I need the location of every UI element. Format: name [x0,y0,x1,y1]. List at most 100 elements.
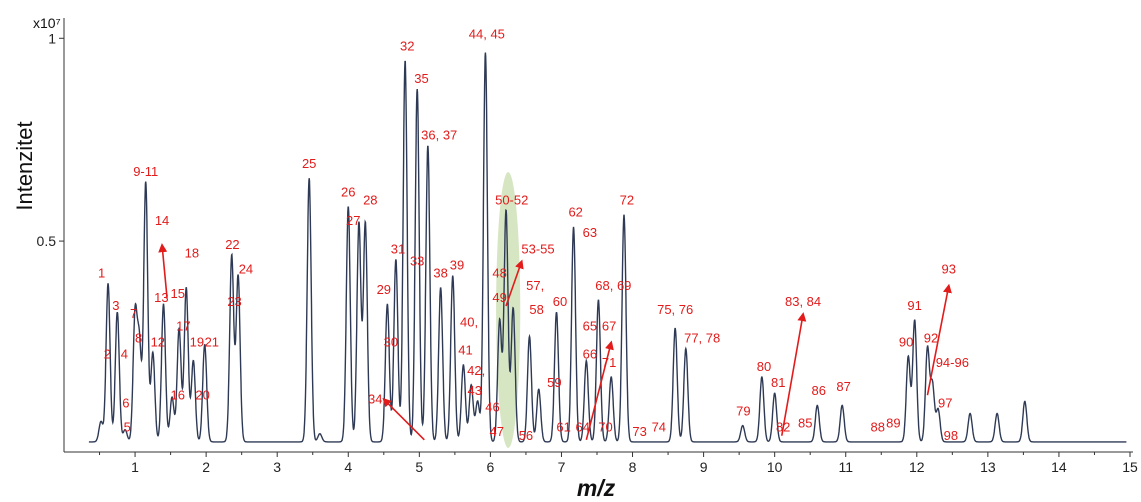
annotation-arrow [505,259,524,307]
peak-label: 21 [205,335,219,350]
peak-label: 73 [632,424,646,439]
peak-label: 82 [776,420,790,435]
peak-label: 44, 45 [469,26,505,41]
peak-label: 90 [899,335,913,350]
peak-label: 3 [112,298,119,313]
peak-label: 25 [302,156,316,171]
x-tick-label: 3 [273,459,281,475]
peak-label: 24 [239,262,253,277]
peak-label: 41 [458,343,472,358]
x-tick-label: 1 [131,459,139,475]
x-tick-label: 7 [558,459,566,475]
peak-label: 70 [598,420,612,435]
y-tick-label: 1 [48,30,56,46]
peak-label: 81 [771,375,785,390]
peak-label: 49 [492,290,506,305]
peak-label: 30 [384,335,398,350]
peak-label: 83, 84 [785,294,821,309]
peak-label: 75, 76 [657,302,693,317]
peak-label: 19 [190,335,204,350]
peak-label: 62 [568,205,582,220]
axes [63,18,1133,453]
peak-label: 26 [341,184,355,199]
peak-label: 88 [870,420,884,435]
peak-label: 13 [154,290,168,305]
peak-label: 35 [414,71,428,86]
peak-label: 22 [225,237,239,252]
peak-label: 65 [583,318,597,333]
peak-label: 40, [460,314,478,329]
peak-label: 92 [924,330,938,345]
x-tick-label: 13 [980,459,996,475]
peak-label: 6 [122,395,129,410]
peak-label: 46 [485,399,499,414]
peak-label: 66 [583,347,597,362]
peak-label: 98 [944,428,958,443]
x-tick-label: 5 [415,459,423,475]
peak-label: 31 [391,241,405,256]
peak-label: 58 [529,302,543,317]
peak-label: 1 [98,266,105,281]
peak-label: 59 [547,375,561,390]
x-tick-label: 9 [700,459,708,475]
peak-label: 32 [400,38,414,53]
peak-label: 97 [938,395,952,410]
peak-label: 4 [121,347,128,362]
peak-label: 86 [811,383,825,398]
peak-label: 67 [602,318,616,333]
peak-label: 60 [553,294,567,309]
peak-label: 39 [450,257,464,272]
y-axis-title: Intenzitet [12,121,37,210]
peak-label: 68, 69 [595,278,631,293]
peak-label: 42, [467,363,485,378]
peak-label: 80 [757,359,771,374]
peak-label: 17 [176,318,190,333]
peak-label: 33 [410,253,424,268]
peak-label: 15 [170,286,184,301]
peak-label: 29 [377,282,391,297]
peak-label: 14 [155,213,169,228]
peak-label: 48 [492,266,506,281]
peak-label: 50-52 [495,193,528,208]
annotation-arrows [158,243,952,441]
peak-label: 61 [556,420,570,435]
peak-label: 2 [104,347,111,362]
annotation-arrow [926,283,952,396]
peak-label: 16 [170,387,184,402]
series-line [88,52,1127,443]
peak-label: 34 [368,391,382,406]
peak-label: 71 [602,355,616,370]
peak-label: 28 [363,193,377,208]
x-tick-label: 10 [767,459,783,475]
x-tick-label: 14 [1051,459,1067,475]
peak-label: 47 [490,424,504,439]
peak-label: 27 [346,213,360,228]
x-tick-label: 15 [1122,459,1138,475]
peak-label: 8 [135,330,142,345]
peak-label: 93 [942,262,956,277]
peak-labels: 123456789-111213141516171819202122232425… [98,26,969,443]
peak-label: 64 [576,420,590,435]
peak-label: 53-55 [521,241,554,256]
peak-label: 85 [798,416,812,431]
annotation-arrow [382,397,425,441]
x-tick-label: 6 [487,459,495,475]
peak-label: 94-96 [936,355,969,370]
x-tick-label: 11 [838,459,853,475]
x-tick-label: 8 [629,459,637,475]
peak-label: 77, 78 [684,330,720,345]
x-tick-label: 4 [344,459,352,475]
peak-label: 91 [907,298,921,313]
peak-label: 18 [185,245,199,260]
y-ticks: 0.51 [37,30,64,249]
peak-label: 63 [583,225,597,240]
x-tick-label: 2 [202,459,210,475]
peak-label: 56 [519,428,533,443]
x-tick-label: 12 [909,459,925,475]
peak-label: 79 [736,403,750,418]
peak-label: 23 [227,294,241,309]
peak-label: 43 [468,383,482,398]
annotation-arrow [585,340,614,441]
peak-label: 89 [886,416,900,431]
